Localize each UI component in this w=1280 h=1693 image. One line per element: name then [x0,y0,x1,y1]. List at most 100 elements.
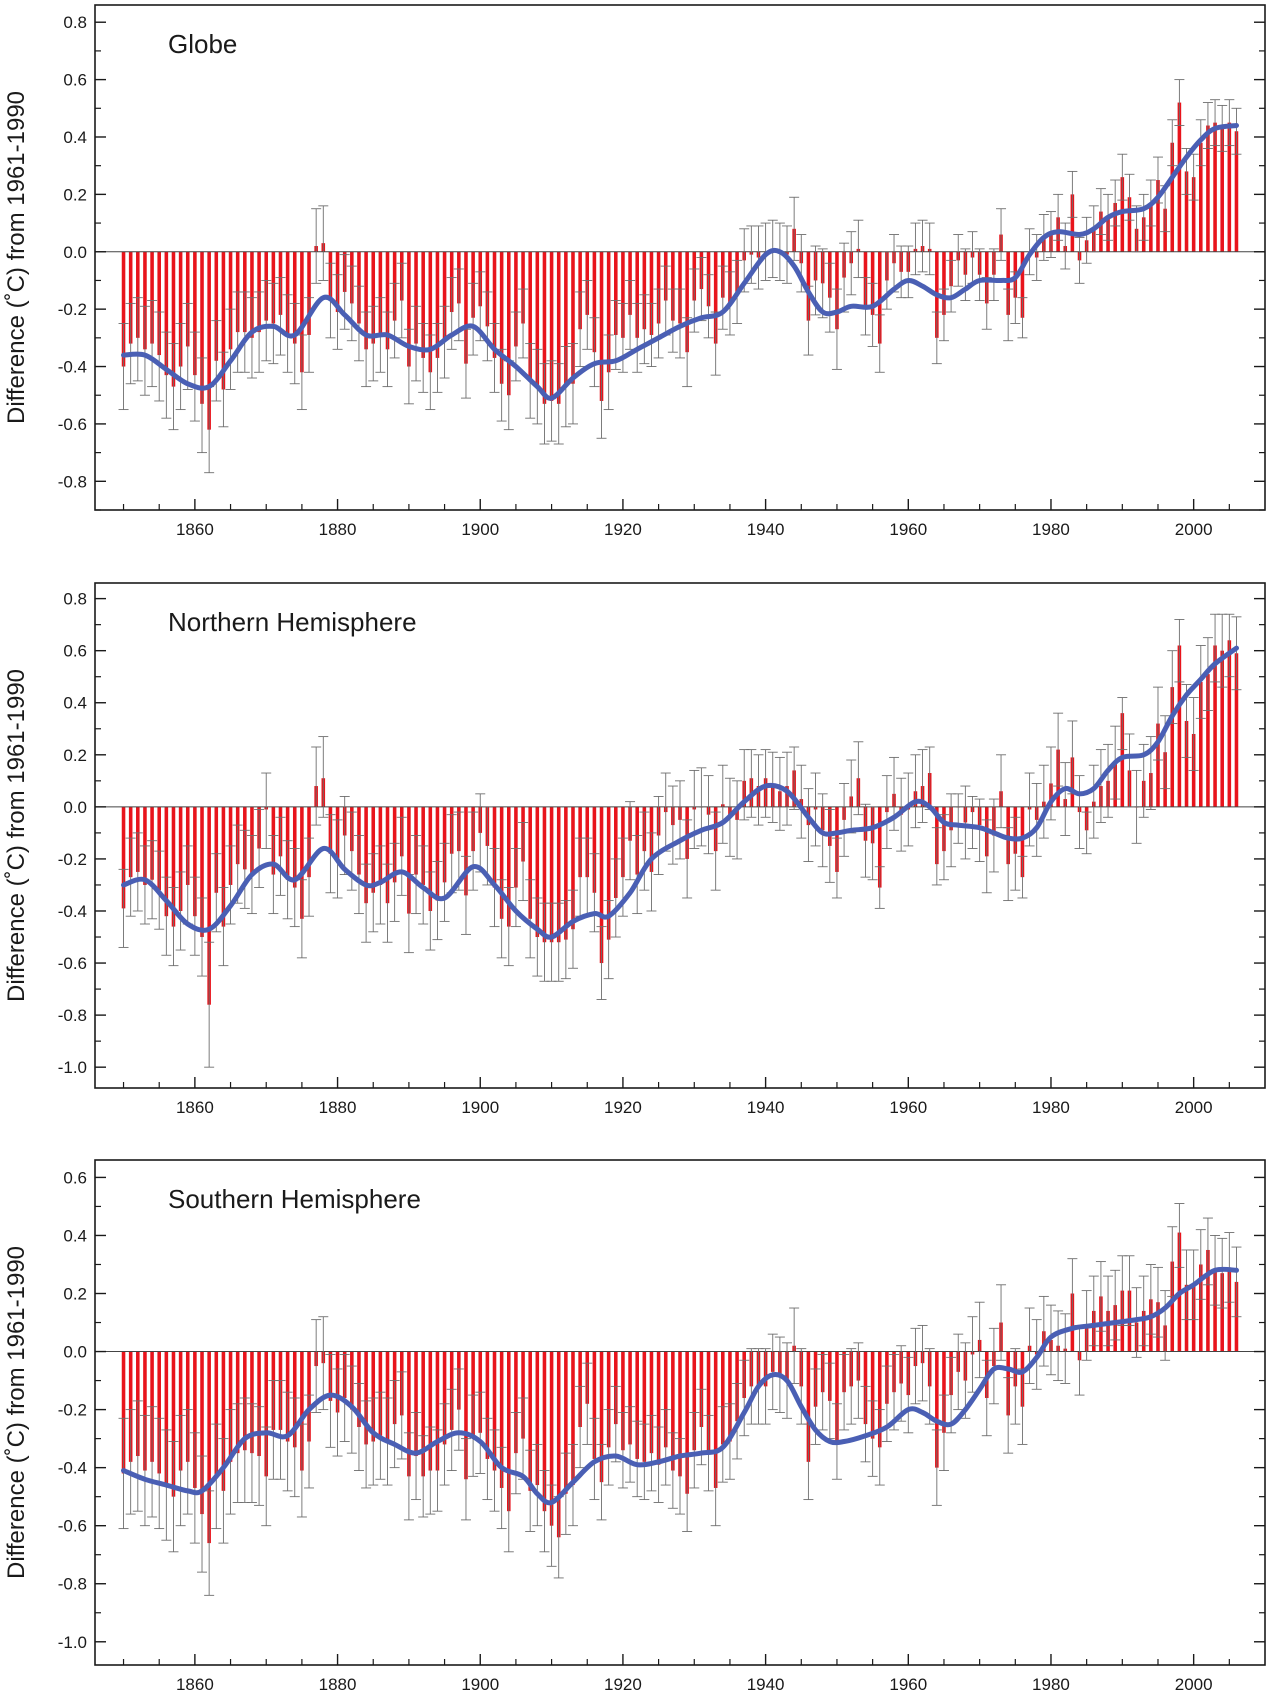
bar [421,251,425,358]
bar [835,1351,839,1442]
bar [136,251,140,338]
bar [1213,122,1217,252]
plot-frame [94,4,1266,511]
bar [549,806,554,943]
bar [614,806,618,898]
bar [193,806,197,917]
bar [507,1351,511,1512]
bar [492,1351,497,1471]
bar [1170,687,1175,807]
y-tick-label: -1.0 [58,1633,87,1652]
bar [599,806,604,964]
y-tick-label: -0.2 [58,1401,87,1420]
bar [1220,1273,1224,1352]
bar [250,251,254,338]
bar [435,1351,440,1471]
bar [371,806,376,893]
y-tick-label: 0.0 [63,798,87,817]
bar [621,251,625,338]
bar [257,1351,261,1457]
y-tick-label: 0.6 [63,642,87,661]
x-tick-label: 1880 [319,1675,357,1693]
bar [564,251,568,387]
y-tick-label: 0.4 [63,1226,87,1245]
x-tick-label: 1900 [461,520,499,539]
y-tick-label: 0.6 [63,71,87,90]
bar [1020,806,1025,878]
bar [121,806,126,909]
bar [385,251,390,350]
x-tick-label: 1920 [604,1675,642,1693]
bar [499,1351,504,1488]
bar [407,1351,411,1477]
bar [428,1351,433,1471]
x-tick-label: 1940 [747,1675,785,1693]
bar [235,1351,240,1454]
x-tick-label: 1880 [319,1098,357,1117]
bar [221,251,226,390]
panel-title: Globe [168,29,237,59]
bar [1206,1249,1210,1352]
x-tick-label: 1940 [747,520,785,539]
y-tick-label: -0.4 [58,1459,87,1478]
x-tick-label: 1980 [1032,1675,1070,1693]
bar [407,806,411,914]
bar [706,1351,711,1454]
bar [514,806,518,888]
bar [535,1351,540,1486]
bar [157,806,161,891]
bar [435,251,440,358]
bar [635,251,639,338]
bar [507,806,511,927]
bar [870,1351,875,1439]
bar [556,1351,561,1538]
bar [507,251,511,396]
bar [464,251,468,364]
y-tick-label: 0.0 [63,243,87,262]
bar [385,806,390,904]
x-tick-label: 1860 [176,520,214,539]
bar [649,1351,654,1454]
bar [521,251,525,324]
y-tick-label: -0.2 [58,850,87,869]
bar [1177,102,1182,252]
smoothed-line [121,645,1239,940]
bar [1227,640,1232,807]
bar [221,1351,226,1491]
bar [1184,720,1189,807]
bar [228,1351,233,1462]
bar [1070,194,1075,252]
bar [806,1351,811,1462]
bar [549,1351,554,1526]
bar [649,251,654,335]
bar [143,1351,147,1471]
bar [364,806,368,904]
bar [535,251,540,387]
bar [143,251,147,350]
bar [1199,681,1203,807]
bar [671,251,675,321]
bar [1156,180,1160,252]
bar [614,251,618,335]
bar [464,1351,468,1480]
southern-hemisphere-panel: -1.0 -0.8 -0.6 -0.4 -0.2 0.0 0.2 0.4 0.6 1860 1880… [3,1159,1266,1693]
bar [578,251,582,330]
bar [285,251,290,335]
bar [307,251,311,335]
bar [542,806,547,943]
bar [300,1351,304,1471]
bar [214,251,219,361]
x-tick-label: 1880 [319,520,357,539]
bar [414,1351,418,1457]
bar [549,251,554,401]
bar [292,806,297,888]
bar [414,251,418,344]
bar [628,1351,632,1445]
bar [528,251,532,381]
bar [663,1351,668,1448]
bar [642,251,647,330]
bar [678,251,682,324]
bar [542,251,547,404]
bar [164,251,169,376]
bar [492,806,497,888]
